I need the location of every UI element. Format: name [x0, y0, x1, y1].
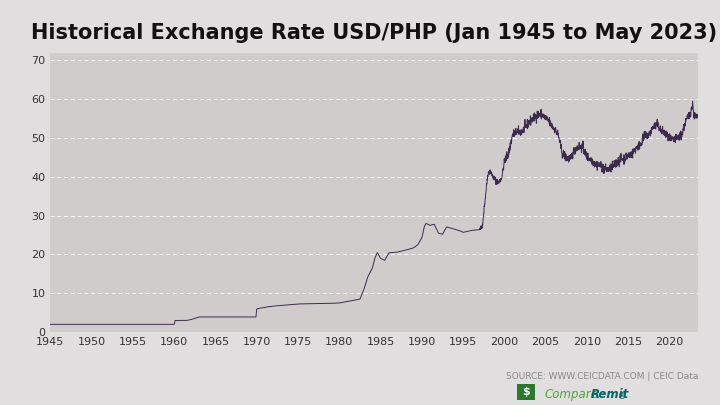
- Text: SOURCE: WWW.CEICDATA.COM | CEIC Data: SOURCE: WWW.CEICDATA.COM | CEIC Data: [506, 372, 698, 381]
- Title: Historical Exchange Rate USD/PHP (Jan 1945 to May 2023): Historical Exchange Rate USD/PHP (Jan 19…: [32, 23, 717, 43]
- Text: CompareRemit®: CompareRemit®: [0, 404, 1, 405]
- Text: Remit: Remit: [590, 388, 629, 401]
- Text: $: $: [522, 387, 530, 397]
- Text: ®: ®: [618, 392, 626, 401]
- Text: Compare: Compare: [544, 388, 598, 401]
